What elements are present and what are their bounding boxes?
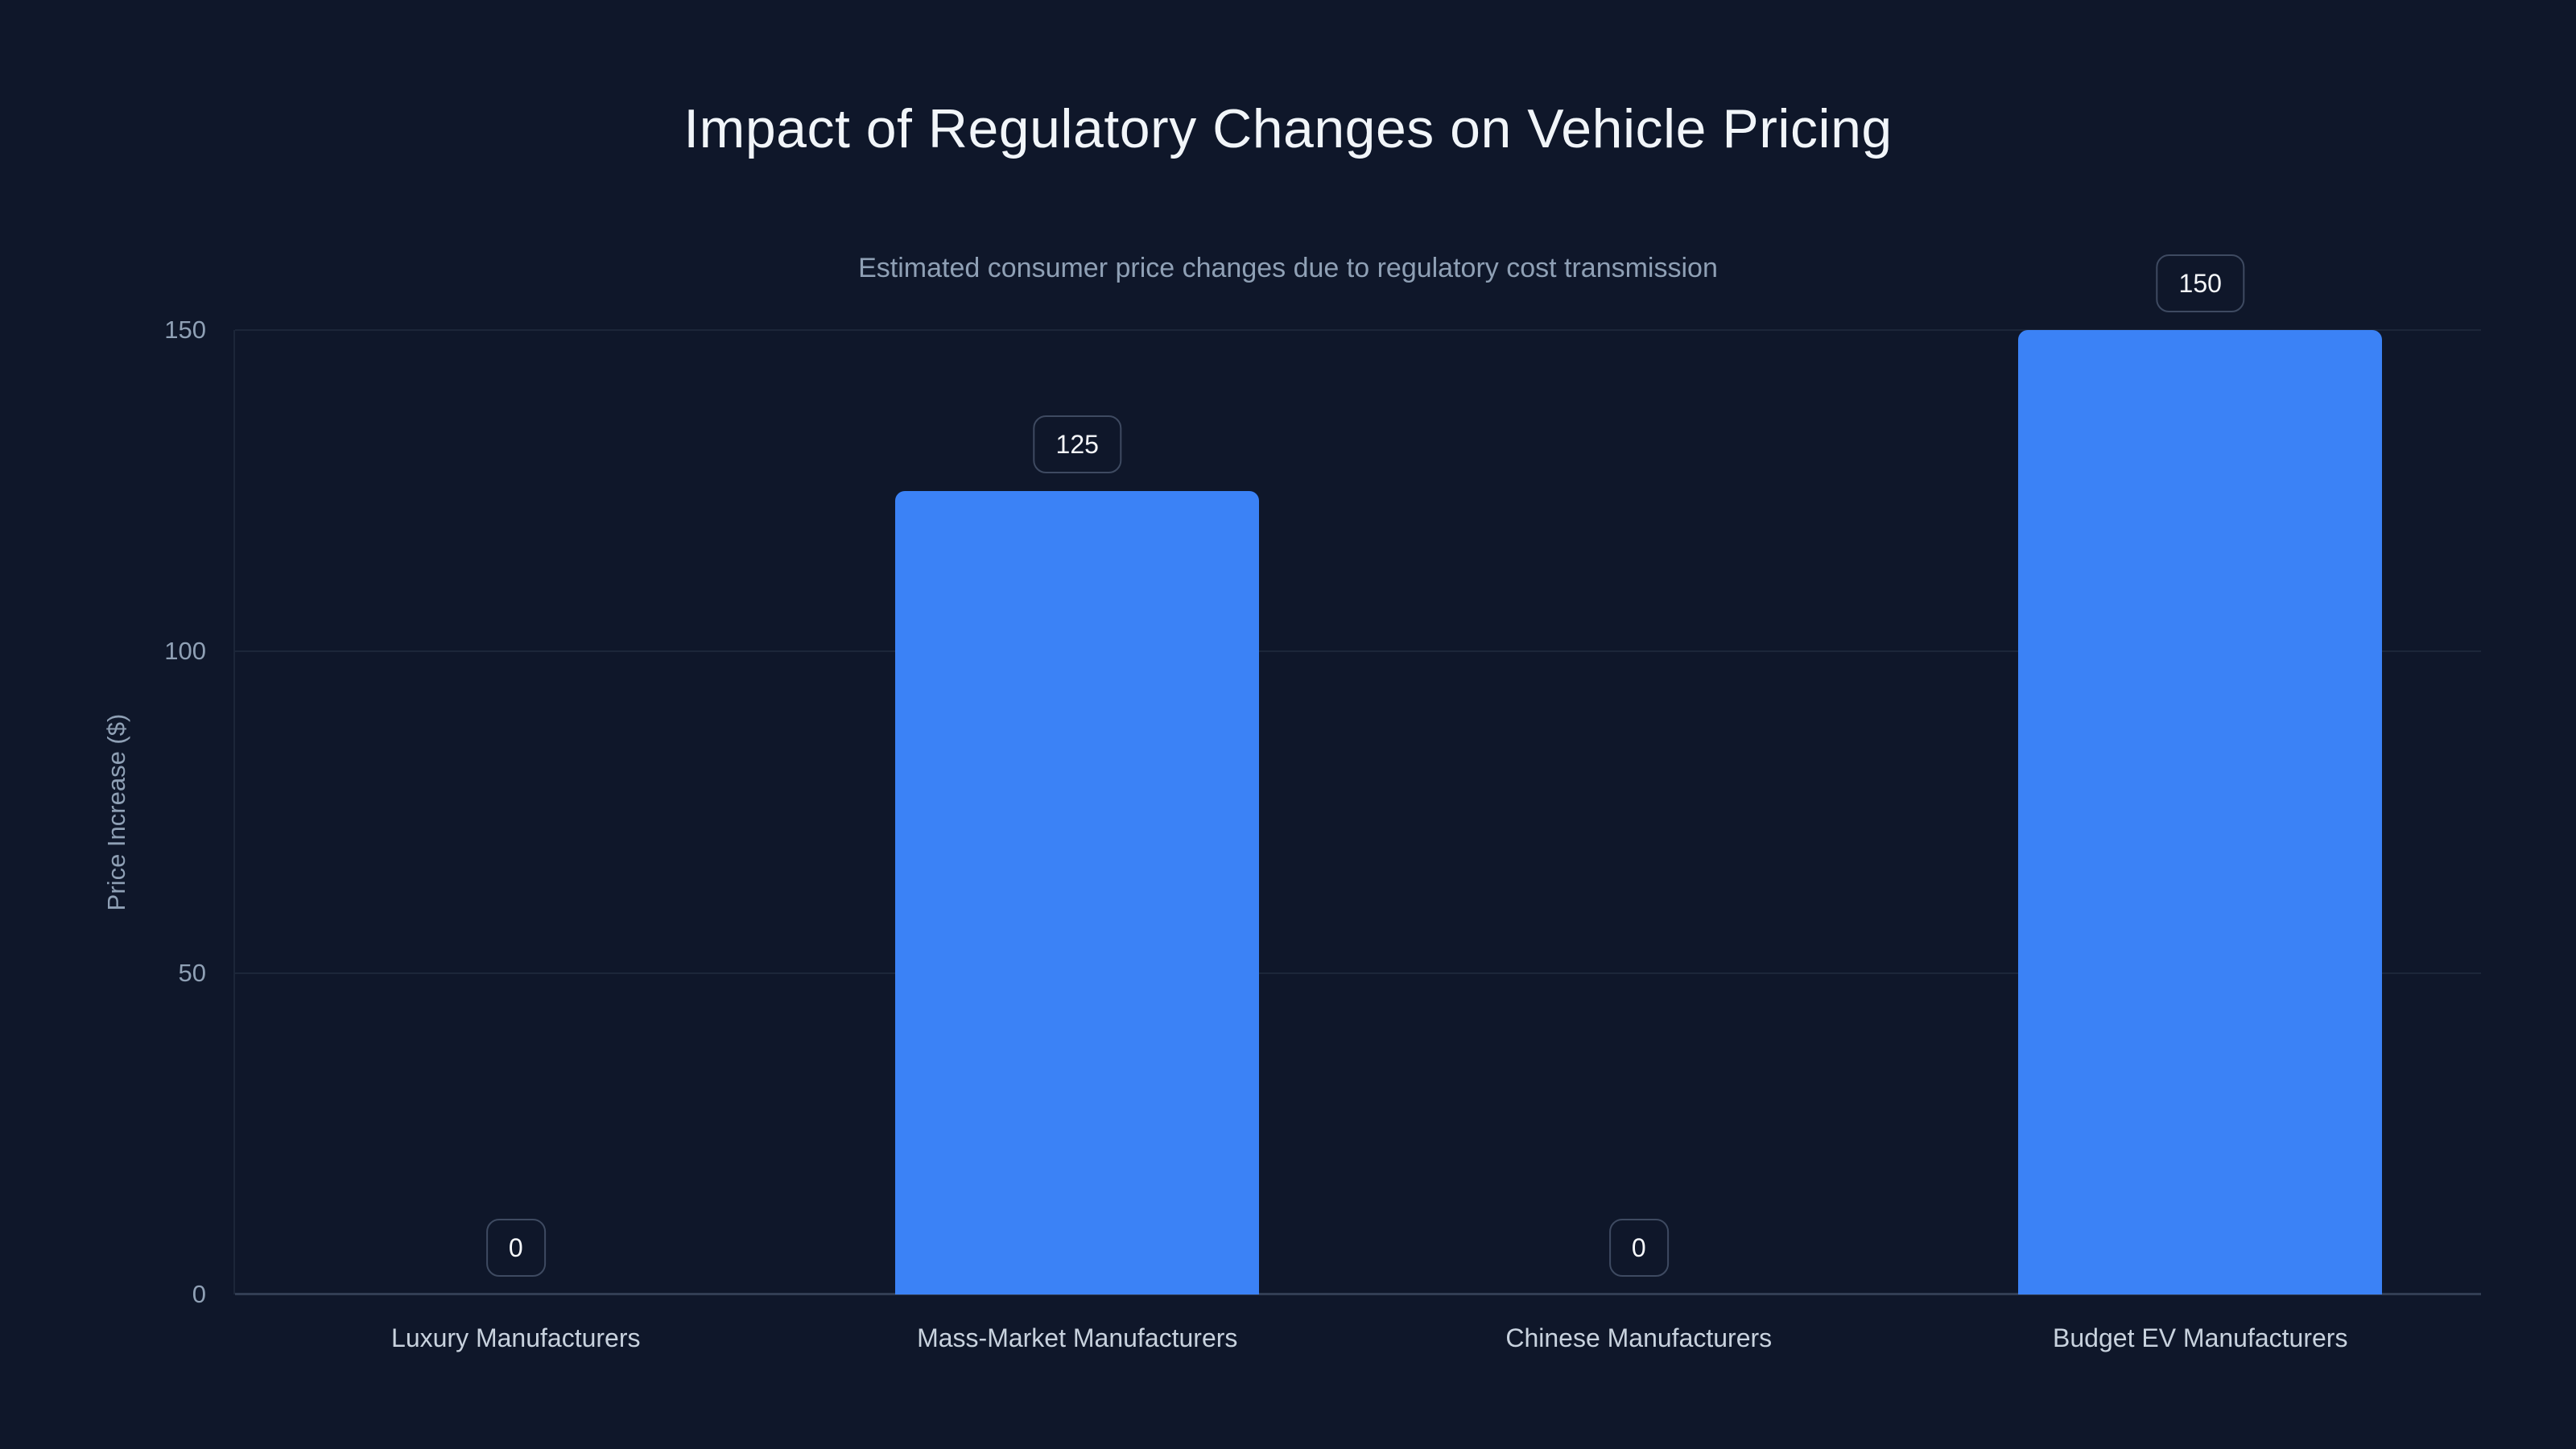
x-axis-line: 0 <box>192 1280 2481 1308</box>
bar-value-chip: 0 <box>485 1219 546 1277</box>
x-tick-label: Budget EV Manufacturers <box>2053 1323 2348 1352</box>
category-slot-chinese-manufacturers: 0 Chinese Manufacturers <box>1358 330 1920 1352</box>
bar-value-chip: 0 <box>1608 1219 1669 1277</box>
bar-budget-ev-manufacturers[interactable] <box>2018 330 2383 1294</box>
bars-layer: 0 Luxury Manufacturers 125 Mass-Market Manu… <box>235 254 2482 1352</box>
y-axis-title: Price Increase ($) <box>102 713 130 911</box>
category-slot-luxury-manufacturers: 0 Luxury Manufacturers <box>235 330 797 1352</box>
gridline: 100 <box>164 637 2481 665</box>
x-tick-label: Mass-Market Manufacturers <box>917 1323 1238 1352</box>
category-slot-budget-ev-manufacturers: 150 Budget EV Manufacturers <box>1920 254 2482 1352</box>
gridline: 50 <box>179 959 2481 987</box>
x-tick-label: Luxury Manufacturers <box>391 1323 641 1352</box>
y-tick-label: 100 <box>164 637 206 666</box>
x-tick-label: Chinese Manufacturers <box>1505 1323 1773 1352</box>
bar-mass-market-manufacturers[interactable] <box>895 490 1260 1294</box>
bar-value-chip: 125 <box>1033 415 1121 473</box>
category-slot-mass-market-manufacturers: 125 Mass-Market Manufacturers <box>797 330 1359 1352</box>
gridlines-layer: 0 50 100 150 <box>164 316 2481 1308</box>
plot-area: 0 50 100 150 0 Luxury Manufacturers 125 Mass-M… <box>164 254 2482 1352</box>
gridline: 150 <box>164 316 2481 344</box>
y-tick-label: 0 <box>192 1279 206 1308</box>
y-tick-label: 150 <box>164 316 206 344</box>
bar-value-chip: 150 <box>2156 254 2244 312</box>
y-tick-label: 50 <box>178 958 206 987</box>
chart-title: Impact of Regulatory Changes on Vehicle … <box>683 98 1893 159</box>
chart-subtitle: Estimated consumer price changes due to … <box>858 253 1718 283</box>
